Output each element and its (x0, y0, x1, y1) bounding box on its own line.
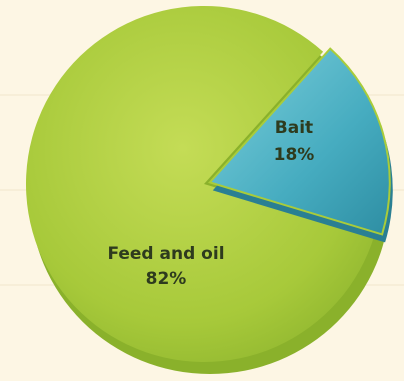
label-bait-percent: 18% (274, 145, 315, 165)
slice-feed-and-oil (25, 5, 375, 362)
label-feed-and-oil-name: Feed and oil (107, 244, 224, 264)
label-bait-name: Bait (275, 118, 313, 138)
slice-bait (207, 47, 391, 236)
label-feed-and-oil-percent: 82% (146, 269, 187, 289)
